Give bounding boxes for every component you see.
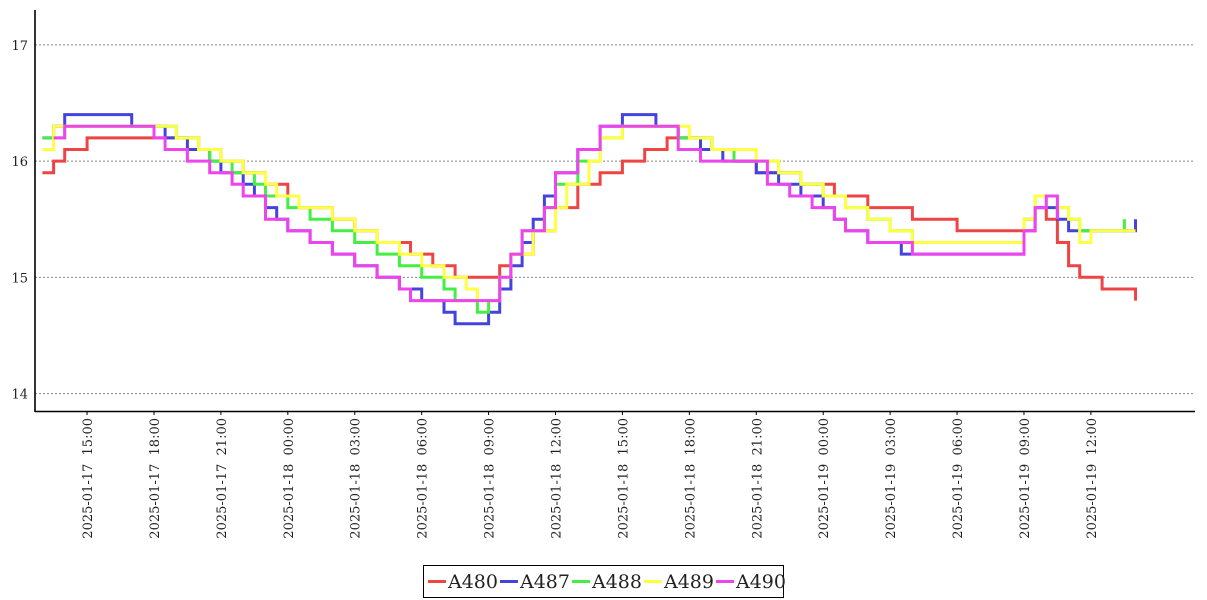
legend-label: A480 <box>448 570 498 593</box>
x-tick-label: 2025-01-17 18:00 <box>148 418 163 539</box>
y-tick-label: 15 <box>11 271 28 286</box>
x-tick-label: 2025-01-18 03:00 <box>349 418 364 539</box>
series-line-a489 <box>42 124 1136 303</box>
legend-label: A488 <box>592 570 642 593</box>
x-tick-label: 2025-01-18 12:00 <box>550 418 565 539</box>
legend-swatch <box>572 580 590 583</box>
x-tick-label: 2025-01-17 21:00 <box>215 418 230 539</box>
y-tick-label: 14 <box>11 388 28 403</box>
series-line-a488 <box>42 124 1126 314</box>
series-line-a490 <box>53 124 1059 303</box>
legend-item-a487: A487 <box>498 571 570 593</box>
series-line-a487 <box>42 113 1137 326</box>
series-lines <box>42 113 1137 326</box>
axes <box>34 10 1195 413</box>
y-tick-labels: 14 15 16 17 <box>11 39 28 403</box>
legend-item-a489: A489 <box>642 571 714 593</box>
legend-swatch <box>500 580 518 583</box>
x-tick-label: 2025-01-19 03:00 <box>884 418 899 539</box>
legend-item-a490: A490 <box>714 571 786 593</box>
legend-item-a488: A488 <box>570 571 642 593</box>
legend-label: A489 <box>664 570 714 593</box>
x-tick-labels: 2025-01-17 15:00 2025-01-17 18:00 2025-01-… <box>81 411 1100 539</box>
legend-label: A490 <box>736 570 786 593</box>
x-tick-label: 2025-01-19 06:00 <box>951 418 966 539</box>
y-tick-label: 17 <box>11 39 28 54</box>
y-tick-label: 16 <box>11 155 28 170</box>
x-tick-label: 2025-01-19 00:00 <box>817 418 832 539</box>
x-tick-label: 2025-01-18 00:00 <box>282 418 297 539</box>
x-tick-label: 2025-01-18 09:00 <box>483 418 498 539</box>
x-tick-label: 2025-01-18 06:00 <box>416 418 431 539</box>
legend-label: A487 <box>520 570 570 593</box>
x-tick-label: 2025-01-18 18:00 <box>683 418 698 539</box>
x-tick-label: 2025-01-18 21:00 <box>750 418 765 539</box>
x-tick-label: 2025-01-19 09:00 <box>1018 418 1033 539</box>
legend: A480 A487 A488 A489 A490 <box>423 565 786 598</box>
x-tick-label: 2025-01-19 12:00 <box>1085 418 1100 539</box>
legend-swatch <box>716 580 734 583</box>
legend-item-a480: A480 <box>426 571 498 593</box>
grid-lines <box>35 44 1195 395</box>
x-tick-label: 2025-01-18 15:00 <box>616 418 631 539</box>
x-tick-label: 2025-01-17 15:00 <box>81 418 96 539</box>
legend-swatch <box>428 580 446 583</box>
legend-swatch <box>644 580 662 583</box>
